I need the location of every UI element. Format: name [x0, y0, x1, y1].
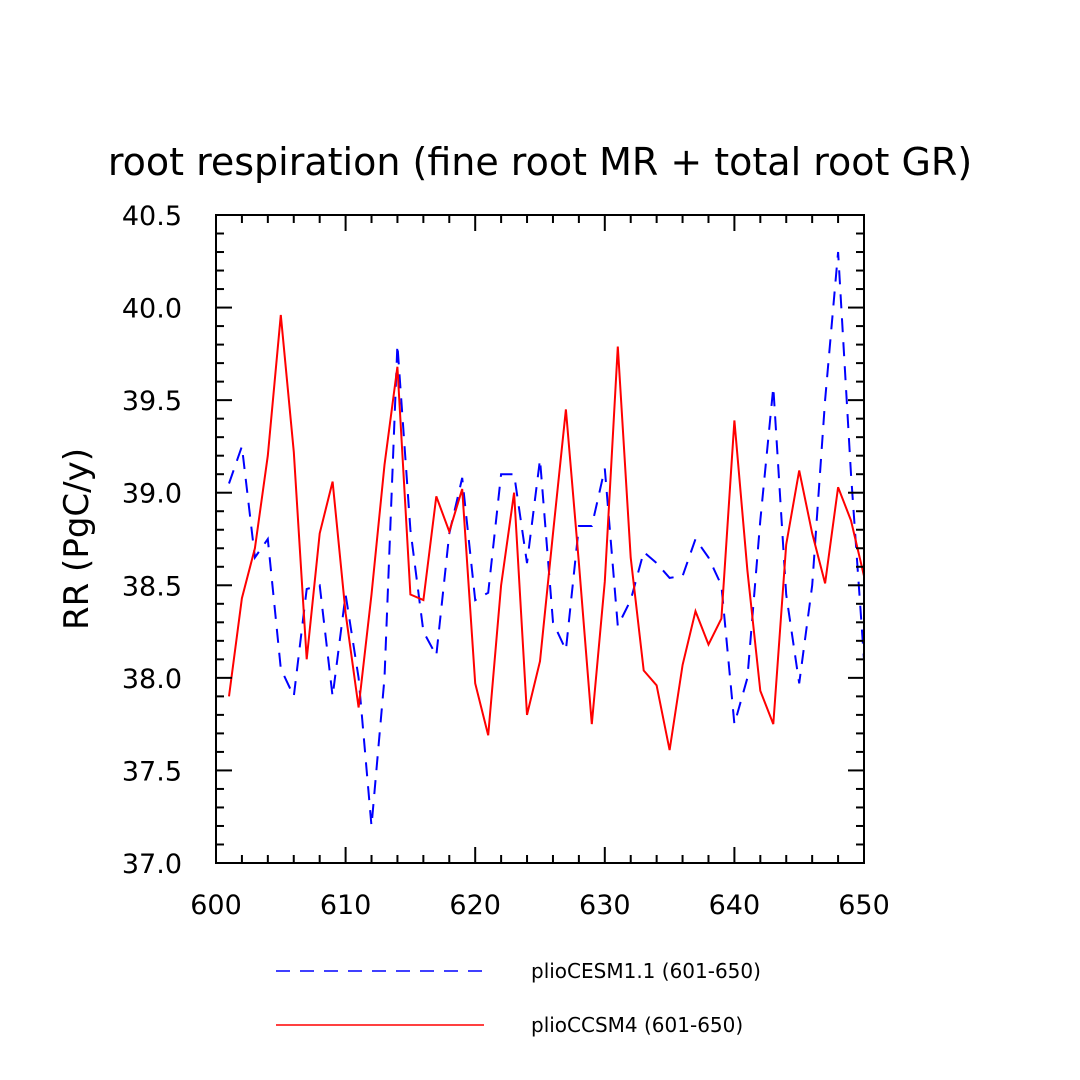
- tick-labels-layer: 600 610 620 630 640 650 37.0 37.5 38.0 38.5 39.0 39…: [122, 201, 890, 921]
- plot-frame: [215, 214, 865, 864]
- legend: plioCESM1.1 (601-650) plioCCSM4 (601-650…: [276, 959, 761, 1037]
- y-tick-label: 37.0: [122, 849, 182, 880]
- ticks-layer: [215, 214, 865, 864]
- x-tick-label: 600: [190, 890, 242, 921]
- y-tick-label: 39.0: [122, 479, 182, 510]
- chart-title: root respiration (fine root MR + total r…: [108, 140, 972, 184]
- legend-label-cesm: plioCESM1.1 (601-650): [531, 959, 761, 983]
- y-tick-label: 40.0: [122, 294, 182, 325]
- y-tick-label: 38.5: [122, 571, 182, 602]
- series-line-1: [228, 314, 865, 751]
- y-tick-label: 37.5: [122, 756, 182, 787]
- y-tick-label: 39.5: [122, 386, 182, 417]
- series-layer: [228, 251, 865, 827]
- x-tick-label: 640: [709, 890, 761, 921]
- x-tick-label: 650: [838, 890, 890, 921]
- legend-label-ccsm4: plioCCSM4 (601-650): [531, 1013, 743, 1037]
- series-line-0: [228, 251, 865, 827]
- x-tick-label: 610: [320, 890, 372, 921]
- y-axis-label: RR (PgC/y): [57, 448, 97, 630]
- y-tick-label: 40.5: [122, 201, 182, 232]
- x-tick-label: 630: [579, 890, 631, 921]
- x-tick-label: 620: [449, 890, 501, 921]
- y-tick-label: 38.0: [122, 664, 182, 695]
